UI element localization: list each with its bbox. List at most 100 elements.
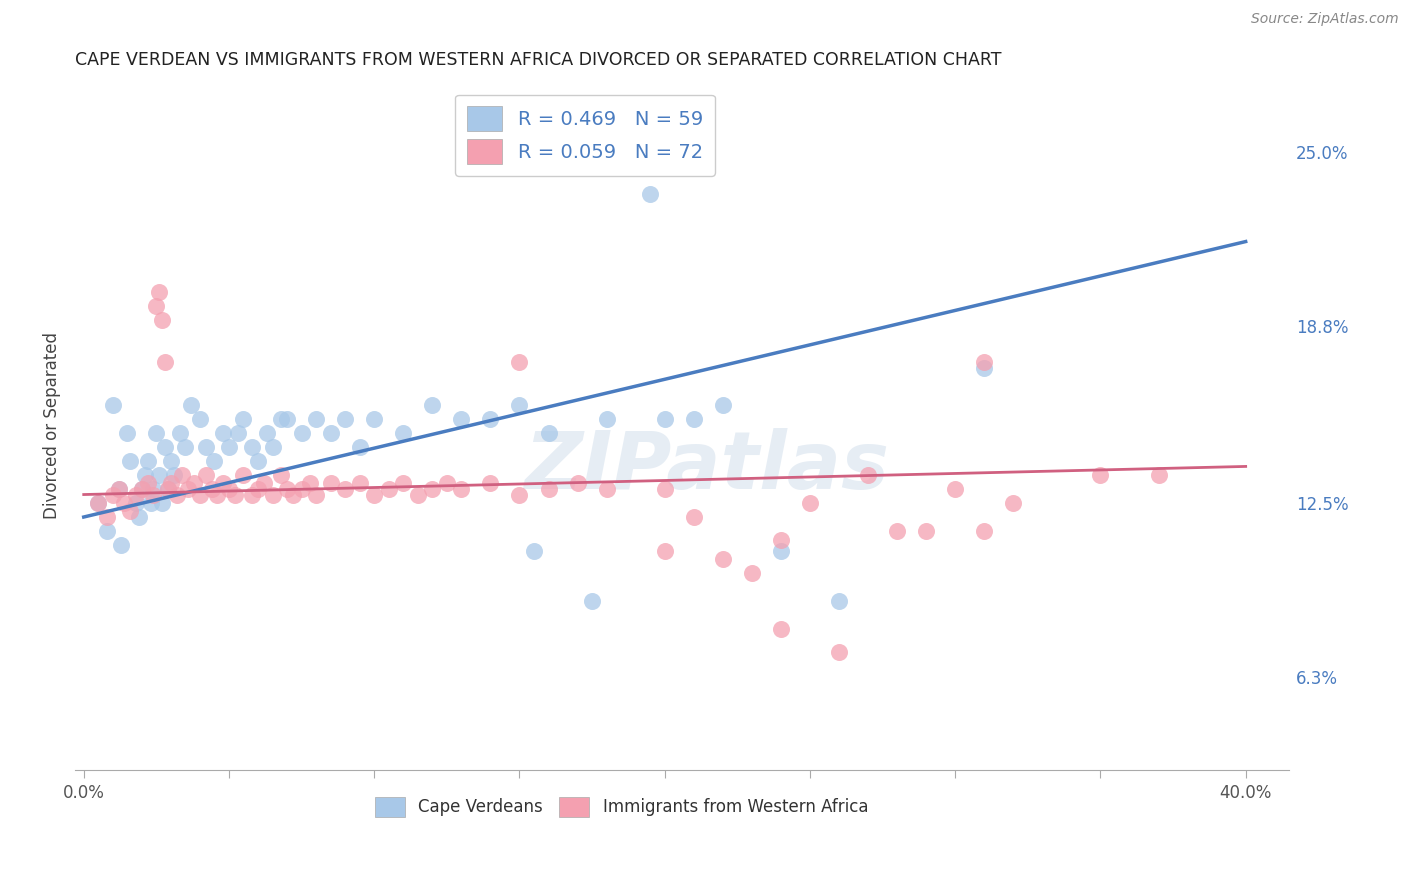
Point [281,487,304,501]
Point [188,411,211,425]
Point [638,186,661,201]
Point [150,496,173,510]
Point [87,496,110,510]
Point [136,454,159,468]
Point [1147,467,1170,482]
Point [169,425,191,440]
Point [131,482,153,496]
Point [232,411,254,425]
Point [711,552,734,566]
Point [125,487,148,501]
Text: ZIPatlas: ZIPatlas [524,428,889,506]
Point [139,496,162,510]
Point [1002,496,1025,510]
Point [107,482,129,496]
Point [112,496,135,510]
Point [363,411,385,425]
Point [523,543,546,558]
Point [253,476,276,491]
Point [973,524,995,538]
Point [262,487,284,501]
Point [131,482,153,496]
Point [711,398,734,412]
Point [247,482,270,496]
Point [799,496,821,510]
Point [270,411,292,425]
Point [174,440,197,454]
Point [240,440,263,454]
Point [153,355,176,369]
Point [110,538,132,552]
Point [333,411,356,425]
Point [226,425,249,440]
Point [915,524,938,538]
Point [333,482,356,496]
Point [420,482,443,496]
Point [349,440,371,454]
Point [128,510,150,524]
Point [180,398,202,412]
Point [232,467,254,482]
Point [262,440,284,454]
Point [450,411,472,425]
Point [654,411,676,425]
Point [194,467,217,482]
Point [349,476,371,491]
Point [156,482,179,496]
Point [148,467,170,482]
Point [160,454,183,468]
Point [212,425,235,440]
Point [363,487,385,501]
Point [247,454,270,468]
Text: CAPE VERDEAN VS IMMIGRANTS FROM WESTERN AFRICA DIVORCED OR SEPARATED CORRELATION: CAPE VERDEAN VS IMMIGRANTS FROM WESTERN … [75,51,1001,69]
Point [142,487,165,501]
Point [973,361,995,376]
Point [377,482,399,496]
Point [218,482,240,496]
Point [224,487,246,501]
Point [682,411,704,425]
Point [177,482,200,496]
Point [856,467,879,482]
Point [136,476,159,491]
Point [145,425,167,440]
Point [87,496,110,510]
Point [769,543,792,558]
Point [96,510,118,524]
Y-axis label: Divorced or Separated: Divorced or Separated [44,332,60,519]
Point [166,487,188,501]
Point [183,476,205,491]
Point [120,504,142,518]
Point [654,482,676,496]
Point [150,313,173,327]
Point [256,425,278,440]
Point [117,425,139,440]
Point [654,543,676,558]
Point [153,440,176,454]
Text: Source: ZipAtlas.com: Source: ZipAtlas.com [1251,12,1399,26]
Point [194,440,217,454]
Point [886,524,908,538]
Point [581,594,603,608]
Point [508,398,530,412]
Point [156,482,179,496]
Point [163,467,186,482]
Point [276,482,298,496]
Point [218,440,240,454]
Point [537,482,560,496]
Point [305,411,328,425]
Point [828,645,851,659]
Point [943,482,966,496]
Point [450,482,472,496]
Point [769,533,792,547]
Point [212,476,235,491]
Point [305,487,328,501]
Point [101,398,124,412]
Point [200,482,222,496]
Point [240,487,263,501]
Point [96,524,118,538]
Point [537,425,560,440]
Point [392,476,415,491]
Point [973,355,995,369]
Point [595,411,617,425]
